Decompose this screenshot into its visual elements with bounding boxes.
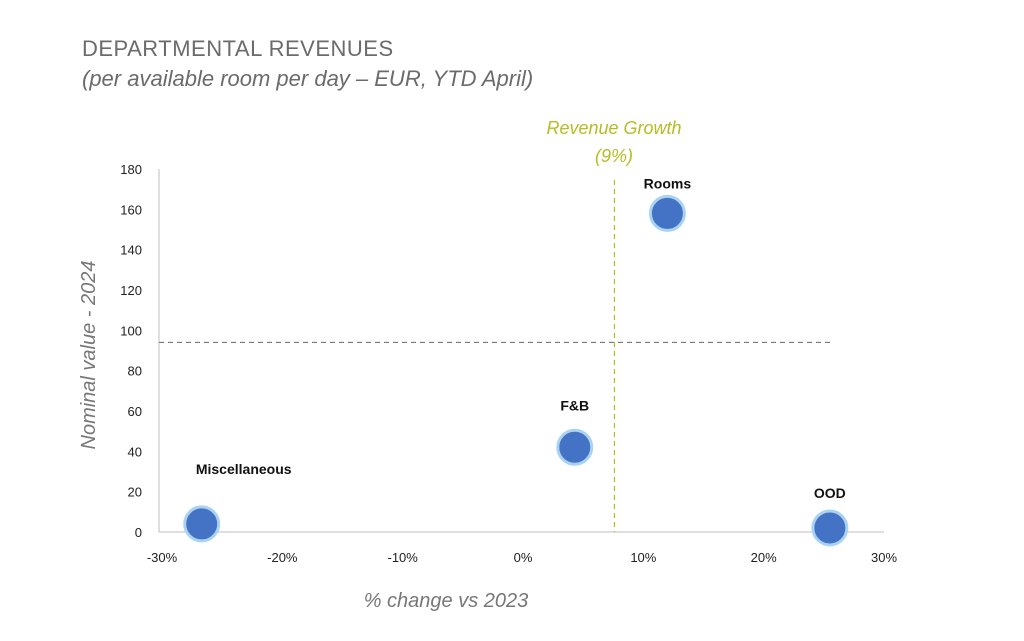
x-tick-label: -10% — [387, 550, 418, 565]
data-point-label: Miscellaneous — [196, 461, 292, 477]
x-tick-label: 10% — [630, 550, 656, 565]
chart-title: DEPARTMENTAL REVENUES — [82, 36, 394, 61]
x-tick-label: 20% — [751, 550, 777, 565]
y-tick-label: 100 — [120, 323, 142, 338]
data-point-label: Rooms — [644, 175, 692, 191]
y-tick-label: 120 — [120, 283, 142, 298]
data-point — [648, 194, 686, 232]
x-tick-label: 30% — [871, 550, 897, 565]
y-tick-label: 180 — [120, 162, 142, 177]
data-point-label: OOD — [814, 485, 846, 501]
data-point — [556, 428, 594, 466]
x-tick-label: -20% — [267, 550, 298, 565]
y-tick-label: 140 — [120, 243, 142, 258]
x-axis-label: % change vs 2023 — [364, 590, 529, 612]
x-tick-label: -30% — [147, 550, 178, 565]
data-point — [811, 509, 849, 547]
y-tick-label: 0 — [135, 525, 142, 540]
reference-line-value: (9%) — [595, 146, 633, 166]
y-tick-label: 60 — [128, 404, 142, 419]
y-tick-label: 160 — [120, 202, 142, 217]
y-tick-label: 80 — [128, 364, 142, 379]
chart-subtitle: (per available room per day – EUR, YTD A… — [82, 66, 534, 91]
y-axis-label: Nominal value - 2024 — [78, 261, 100, 450]
data-point-label: F&B — [560, 397, 589, 413]
y-tick-label: 40 — [128, 444, 142, 459]
x-tick-label: 0% — [514, 550, 533, 565]
data-point — [183, 505, 221, 543]
y-tick-label: 20 — [128, 485, 142, 500]
reference-line-label: Revenue Growth — [546, 118, 681, 138]
